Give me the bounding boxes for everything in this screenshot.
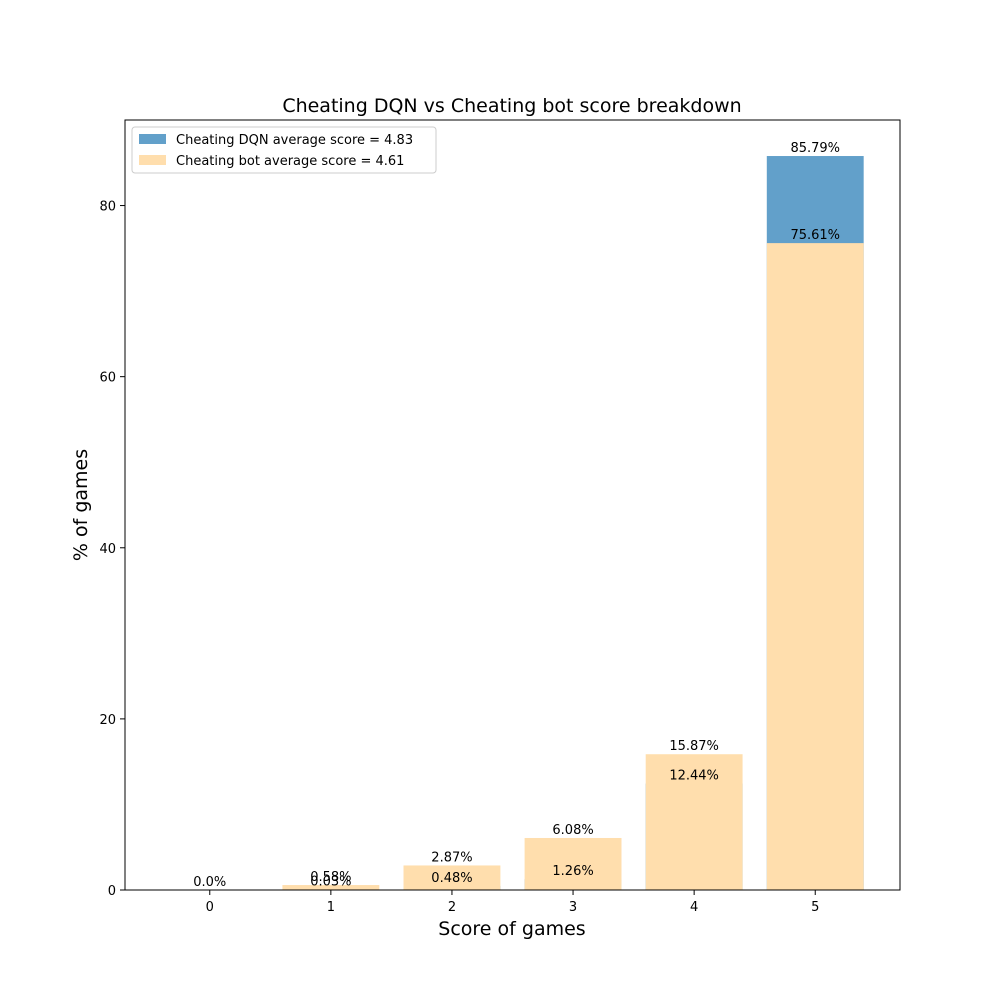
bar-label-series-2-cat-1: 0.58%	[310, 870, 351, 885]
bar-series-2-cat-5	[766, 243, 864, 890]
y-tick-label: 0	[108, 884, 116, 899]
bar-series-2-cat-1	[282, 885, 380, 890]
bar-label-series-2-cat-5: 75.61%	[790, 228, 840, 243]
legend-swatch-1	[139, 134, 166, 144]
y-tick-label: 20	[99, 713, 116, 728]
y-tick-label: 40	[99, 542, 116, 557]
bar-series-2-cat-3	[524, 837, 622, 890]
bar-label-series-1-cat-5: 85.79%	[790, 141, 840, 156]
legend-box	[131, 126, 437, 174]
bar-label-series-2-cat-2: 2.87%	[431, 850, 472, 865]
x-tick-label: 3	[569, 900, 577, 915]
x-tick-label: 4	[690, 900, 698, 915]
bar-label-series-1-cat-2: 0.48%	[431, 871, 472, 886]
bar-series-2-cat-4	[645, 754, 743, 890]
x-tick-label: 0	[206, 900, 214, 915]
y-axis-label: % of games	[70, 449, 92, 561]
x-tick-label: 5	[811, 900, 819, 915]
y-tick-label: 80	[99, 200, 116, 215]
legend: Cheating DQN average score = 4.83 Cheatin…	[131, 126, 437, 174]
bar-series-2-cat-2	[403, 865, 501, 890]
legend-entry-1: Cheating DQN average score = 4.83	[176, 133, 413, 148]
x-tick-label: 1	[327, 900, 335, 915]
bar-label-series-2-cat-4: 15.87%	[669, 739, 719, 754]
bar-label-series-2-cat-3: 6.08%	[552, 823, 593, 838]
bar-label-series-1-cat-0: 0.0%	[193, 875, 226, 890]
legend-entry-2: Cheating bot average score = 4.61	[176, 154, 404, 169]
legend-swatch-2	[139, 155, 166, 165]
x-axis-label: Score of games	[438, 918, 585, 940]
bar-label-series-1-cat-1: 0.03%	[310, 875, 351, 890]
axes: 0 1 2 3 4 5 0 20 40 60 80	[99, 200, 819, 915]
plot-frame	[124, 119, 901, 891]
plot-area: 0.0% 0.03% 0.48% 1.26% 12.44% 85.79% 0.58% 2.87…	[193, 141, 864, 890]
chart-title: Cheating DQN vs Cheating bot score break…	[282, 95, 741, 117]
x-tick-label: 2	[448, 900, 456, 915]
y-tick-label: 60	[99, 371, 116, 386]
bar-label-series-1-cat-3: 1.26%	[552, 864, 593, 879]
bar-label-series-1-cat-4: 12.44%	[669, 769, 719, 784]
